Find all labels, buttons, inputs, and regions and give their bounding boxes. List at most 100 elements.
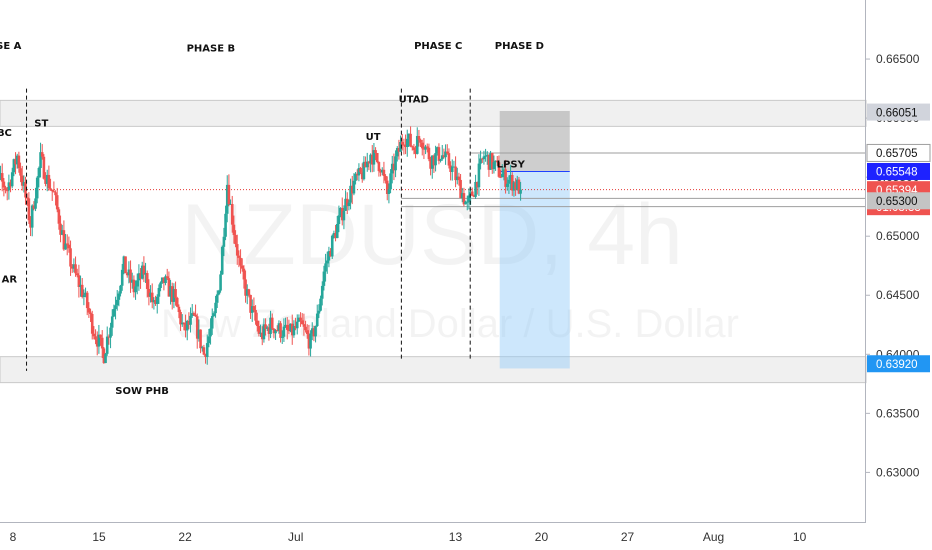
candle-body <box>364 161 367 168</box>
candle-body <box>162 277 166 284</box>
wyckoff-label: PHASE D <box>495 41 544 52</box>
candle-body <box>349 185 352 203</box>
candle-body <box>89 312 92 315</box>
candle-body <box>19 168 22 176</box>
candle-body <box>347 202 351 207</box>
candle-body <box>79 284 82 287</box>
candle-body <box>342 210 346 221</box>
candle-body <box>319 298 322 311</box>
price-badge <box>867 103 930 121</box>
candles-layer <box>0 126 522 365</box>
candle-body <box>34 198 37 209</box>
candle-body <box>129 269 132 283</box>
candle-body <box>20 175 24 186</box>
candle-body <box>100 337 104 349</box>
candle-body <box>435 147 439 154</box>
candle-body <box>284 324 287 327</box>
candle-body <box>294 326 297 329</box>
candle-body <box>375 152 379 163</box>
candle-body <box>362 161 366 180</box>
candle-body <box>137 273 141 281</box>
candle-body <box>135 280 139 287</box>
candle-body <box>37 168 41 178</box>
candle-body <box>29 220 32 228</box>
candle-body <box>134 286 137 293</box>
candle-body <box>512 182 516 191</box>
candle-body <box>395 148 399 157</box>
candle-body <box>289 323 292 332</box>
candle-body <box>204 354 207 358</box>
candle-body <box>409 133 412 147</box>
wyckoff-label: UT <box>366 132 381 143</box>
candle-body <box>277 323 281 331</box>
wyckoff-label: BC <box>0 128 12 139</box>
candle-body <box>355 173 359 176</box>
candle-body <box>145 273 149 289</box>
candle-body <box>4 187 7 191</box>
wyckoff-label: PHASE C <box>414 41 462 52</box>
candle-body <box>185 320 189 331</box>
candle-body <box>299 317 302 321</box>
candle-body <box>182 322 186 324</box>
candle-body <box>209 328 212 337</box>
candle-body <box>412 147 416 151</box>
price-tick-label: 0.66500 <box>876 52 920 66</box>
candle-body <box>150 292 154 303</box>
candle-body <box>297 317 301 322</box>
candle-body <box>397 148 401 152</box>
candle-body <box>217 290 221 295</box>
position-box[interactable] <box>499 111 570 369</box>
candle-body <box>97 334 101 347</box>
candle-body <box>274 330 277 334</box>
wyckoff-label: AR <box>2 274 18 285</box>
candle-body <box>15 155 19 165</box>
candle-body <box>365 161 369 168</box>
candle-body <box>12 159 16 173</box>
candle-body <box>64 243 67 250</box>
candle-body <box>270 317 274 329</box>
candle-body <box>404 144 407 148</box>
candle-body <box>234 235 237 245</box>
candle-body <box>27 198 31 221</box>
candle-body <box>282 326 286 337</box>
candle-body <box>109 327 112 338</box>
price-tick-label: 0.63000 <box>876 465 920 479</box>
candle-body <box>405 138 409 148</box>
candle-body <box>10 172 14 187</box>
candle-body <box>94 336 97 340</box>
candle-body <box>264 324 267 329</box>
time-axis[interactable]: 8 15 22 Jul 13 20 27 Aug 10 <box>10 530 807 544</box>
price-badge-text: 0.65705 <box>876 148 918 160</box>
candle-body <box>87 308 91 313</box>
candle-body <box>432 155 436 166</box>
candle-body <box>430 155 434 169</box>
candle-body <box>352 180 356 194</box>
zones-layer <box>0 99 867 384</box>
watermark-symbol: NZDUSD, 4h <box>181 187 683 283</box>
candle-body <box>230 203 234 225</box>
candle-body <box>169 286 172 297</box>
horizontal-lines <box>0 152 866 208</box>
candle-body <box>60 230 64 235</box>
candle-body <box>215 294 219 303</box>
candle-body <box>369 154 372 164</box>
candle-body <box>90 314 94 334</box>
candle-body <box>105 336 109 354</box>
candle-body <box>514 182 517 190</box>
candle-body <box>35 177 39 199</box>
candle-body <box>265 327 269 329</box>
candle-body <box>420 142 424 149</box>
candle-body <box>74 264 77 274</box>
candle-body <box>107 336 111 338</box>
candle-body <box>465 201 469 203</box>
candle-body <box>42 156 46 179</box>
candle-body <box>80 284 84 297</box>
time-tick-label: 20 <box>535 530 549 544</box>
candle-body <box>180 322 184 325</box>
wyckoff-label: PHASE B <box>187 43 236 54</box>
candle-body <box>259 332 262 334</box>
candle-body <box>172 289 176 302</box>
candle-body <box>424 146 427 150</box>
